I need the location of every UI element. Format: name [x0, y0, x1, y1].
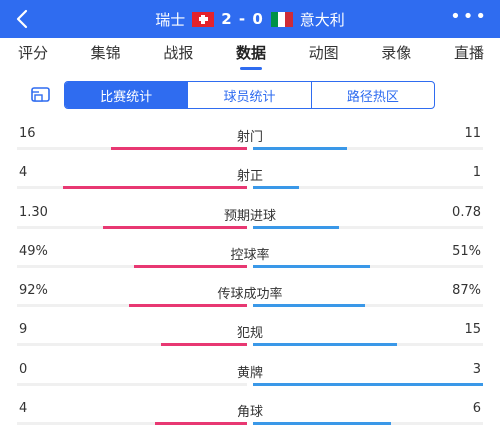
home-bar	[63, 186, 247, 190]
stat-row: 4 角球 6	[0, 393, 500, 432]
home-bar	[110, 147, 247, 150]
away-bar	[253, 343, 397, 347]
stat-home-value: 0	[19, 361, 28, 377]
stat-away-value: 87%	[452, 283, 481, 299]
stat-row: 1.30 预期进球 0.78	[0, 197, 500, 236]
home-bar-track	[17, 422, 247, 426]
stat-home-value: 4	[19, 401, 28, 417]
stat-away-value: 0.78	[452, 204, 481, 220]
away-bar-track	[253, 422, 483, 426]
stats-segment-control: 比赛统计 球员统计 路径热区	[64, 81, 435, 109]
away-bar	[253, 422, 391, 426]
stat-home-value: 1.30	[19, 204, 48, 220]
stat-row: 9 犯规 15	[0, 314, 500, 353]
match-title: 瑞士 2 - 0 意大利	[0, 0, 500, 38]
stat-label: 角球	[236, 405, 263, 421]
stats-board-icon[interactable]	[30, 85, 52, 105]
stat-row: 0 黄牌 3	[0, 354, 500, 393]
tab-4[interactable]: 动图	[308, 44, 339, 62]
away-bar	[253, 147, 347, 150]
home-bar	[128, 304, 247, 308]
home-bar-track	[17, 264, 247, 268]
stat-away-value: 3	[472, 361, 481, 377]
away-bar	[253, 186, 299, 190]
home-bar-track	[17, 147, 247, 150]
tab-2[interactable]: 战报	[163, 44, 194, 62]
stat-away-value: 6	[472, 401, 481, 417]
stat-away-value: 11	[464, 126, 481, 141]
more-dots-icon[interactable]: •••	[450, 6, 488, 27]
home-team-name: 瑞士	[155, 10, 186, 29]
stat-label: 射门	[236, 130, 263, 145]
away-bar-track	[253, 264, 483, 268]
tab-bar: 评分 集锦 战报 数据 动图 录像 直播	[0, 38, 500, 70]
away-bar-track	[253, 147, 483, 150]
stat-label: 控球率	[230, 247, 270, 263]
home-bar-track	[17, 186, 247, 190]
stat-home-value: 16	[19, 126, 36, 141]
stat-away-value: 1	[472, 165, 481, 181]
stat-away-value: 15	[464, 322, 481, 338]
away-bar-track	[253, 225, 483, 229]
away-bar	[253, 225, 340, 229]
stat-label: 犯规	[236, 326, 263, 342]
back-button[interactable]	[10, 6, 36, 32]
tab-1[interactable]: 集锦	[90, 44, 121, 62]
home-bar-track	[17, 382, 247, 386]
segment-row: 比赛统计 球员统计 路径热区	[0, 80, 500, 110]
away-bar-track	[253, 382, 483, 386]
italy-flag-icon	[270, 11, 293, 27]
home-bar-track	[17, 225, 247, 229]
switzerland-flag-icon	[192, 11, 215, 27]
stat-home-value: 49%	[19, 243, 48, 259]
home-bar	[134, 264, 247, 268]
away-bar	[253, 264, 371, 268]
home-bar-track	[17, 343, 247, 347]
stat-row: 16 射门 11	[0, 118, 500, 157]
segment-option-0[interactable]: 比赛统计	[65, 82, 188, 108]
stat-row: 4 射正 1	[0, 157, 500, 196]
away-bar-track	[253, 343, 483, 347]
away-bar	[253, 304, 365, 308]
stat-row: 49% 控球率 51%	[0, 236, 500, 275]
stat-row: 92% 传球成功率 87%	[0, 275, 500, 314]
segment-option-1[interactable]: 球员统计	[187, 82, 310, 108]
stat-home-value: 4	[19, 165, 28, 181]
stat-label: 预期进球	[223, 208, 276, 224]
stat-away-value: 51%	[452, 243, 481, 259]
tab-3[interactable]: 数据	[236, 38, 266, 70]
match-score: 2 - 0	[221, 10, 264, 28]
stat-label: 传球成功率	[217, 287, 283, 303]
stat-home-value: 92%	[19, 283, 48, 299]
chevron-left-icon	[16, 9, 28, 29]
away-bar-track	[253, 186, 483, 190]
tab-0[interactable]: 评分	[18, 44, 49, 62]
away-bar-track	[253, 304, 483, 308]
away-bar	[253, 382, 483, 386]
stat-label: 射正	[236, 169, 263, 185]
tab-6[interactable]: 直播	[453, 44, 484, 62]
stat-label: 黄牌	[236, 365, 263, 381]
match-header: 瑞士 2 - 0 意大利 •••	[0, 0, 500, 38]
away-team-name: 意大利	[299, 10, 345, 29]
home-bar	[155, 422, 247, 426]
segment-option-2[interactable]: 路径热区	[310, 82, 434, 108]
home-bar	[160, 343, 247, 347]
home-bar	[103, 225, 247, 229]
stats-list: 16 射门 11 4 射正 1 1.30 预期进球 0.78 49% 控球率 51% 92% 传球成功率 8…	[0, 118, 500, 432]
tab-5[interactable]: 录像	[381, 44, 412, 62]
stat-home-value: 9	[19, 322, 28, 338]
home-bar-track	[17, 304, 247, 308]
